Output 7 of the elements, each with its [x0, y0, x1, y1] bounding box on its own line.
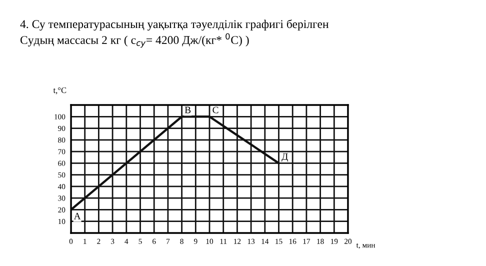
- annotation: C: [212, 106, 218, 114]
- annotation: Д: [282, 153, 288, 162]
- chart-title: 4. Су температурасының уақытқа тәуелділік графигі берілген: [20, 20, 329, 31]
- annotation: A: [74, 212, 81, 220]
- y-axis-title: t,°C: [53, 87, 66, 94]
- chart-subtitle: Судың массасы 2 кг ( c$_{су}$= 4200 Дж/(кг* $^{0}$С) ): [20, 33, 249, 48]
- annotation: B: [184, 106, 191, 114]
